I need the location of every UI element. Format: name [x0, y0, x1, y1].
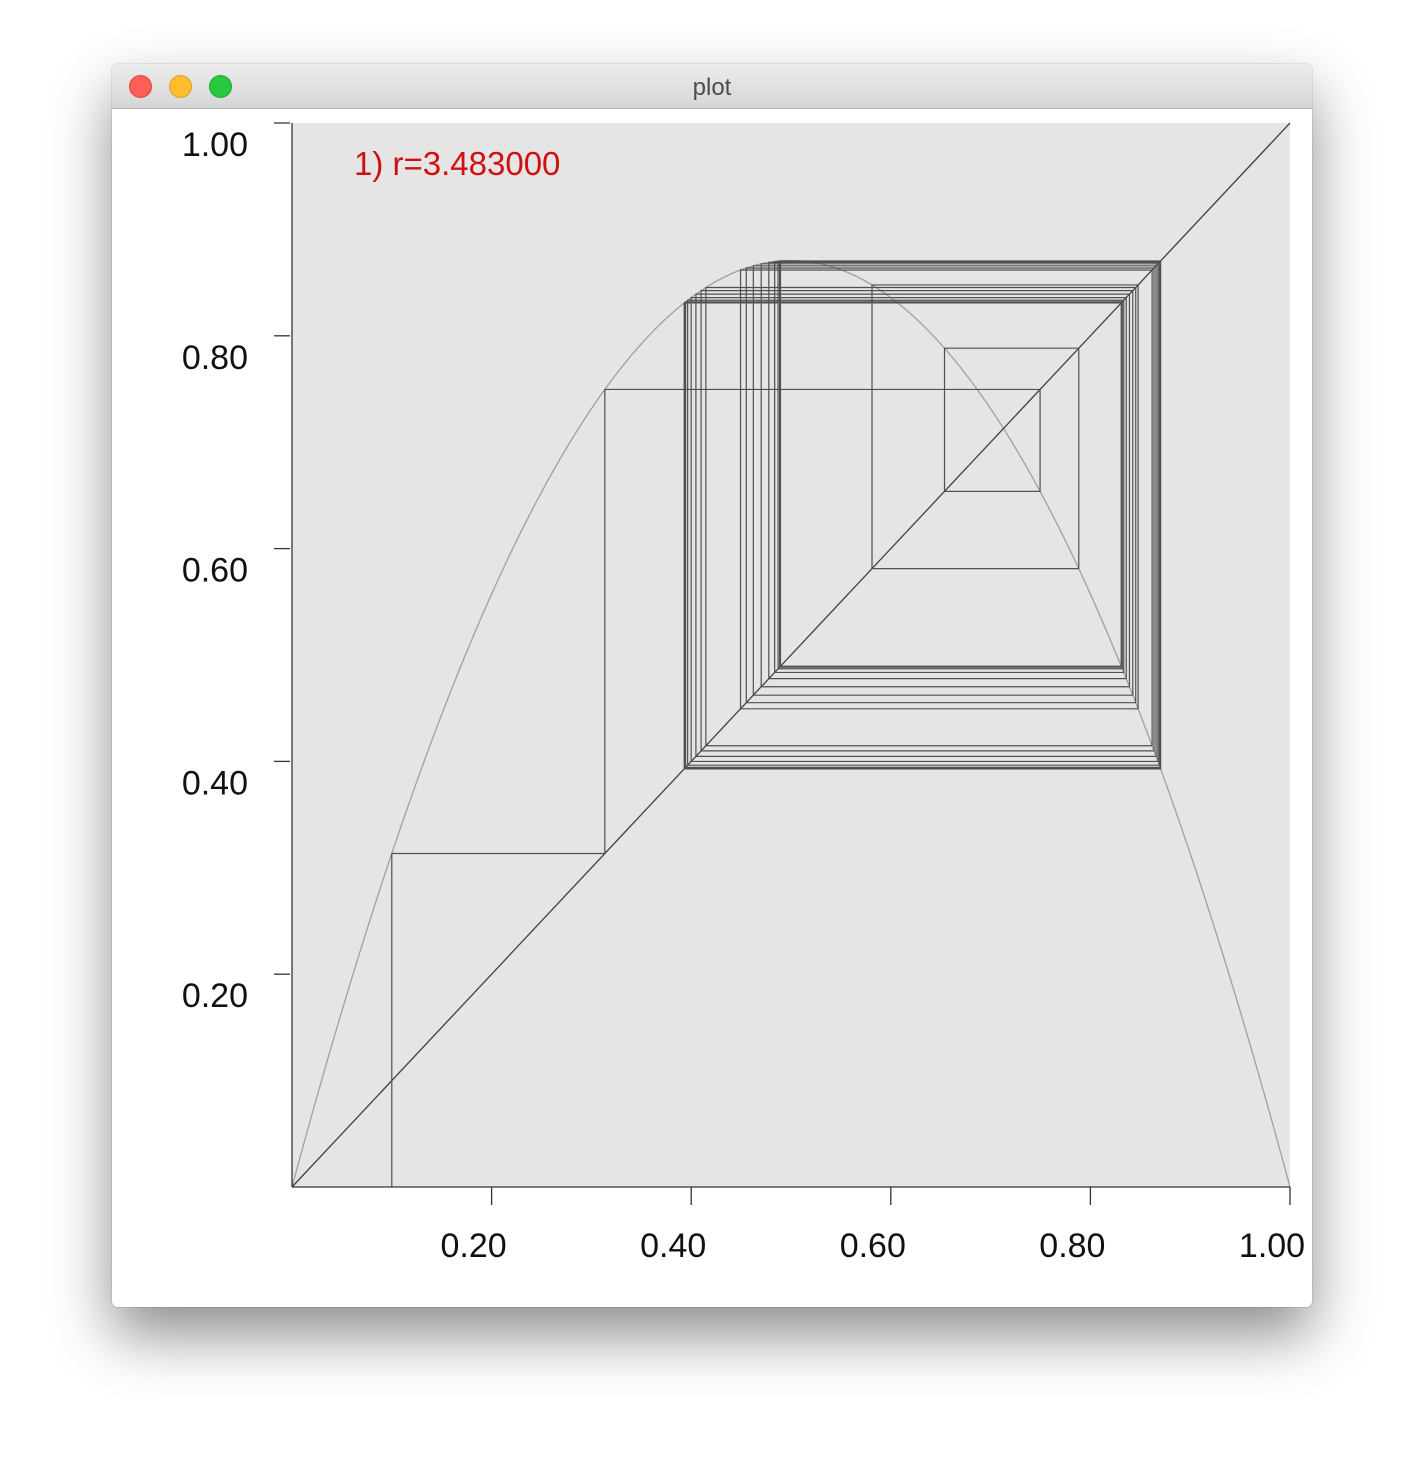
close-button[interactable]: [129, 75, 152, 98]
y-tick-label: 1.00: [182, 126, 248, 164]
x-tick-label: 0.80: [1039, 1227, 1105, 1265]
annotation-label: 1) r=3.483000: [354, 145, 560, 182]
x-tick-label: 1.00: [1239, 1227, 1305, 1265]
plot-window: plot 0.20 0.40 0.60 0.80 1.00 0.20 0.40 0.60 0.8…: [112, 64, 1312, 1307]
cobweb-chart: 0.20 0.40 0.60 0.80 1.00 0.20 0.40 0.60 0.80 1.00…: [182, 122, 1305, 1265]
minimize-button[interactable]: [169, 75, 192, 98]
window-title: plot: [692, 74, 732, 101]
x-tick-label: 0.20: [441, 1227, 507, 1265]
y-tick-label: 0.40: [182, 764, 248, 802]
title-bar[interactable]: plot: [112, 64, 1312, 109]
y-tick-label: 0.60: [182, 552, 248, 590]
zoom-button[interactable]: [209, 75, 232, 98]
y-tick-label: 0.80: [182, 339, 248, 377]
x-tick-label: 0.60: [840, 1227, 906, 1265]
cobweb-path: [391, 260, 1162, 1187]
plot-area: 0.20 0.40 0.60 0.80 1.00 0.20 0.40 0.60 0.80 1.00…: [112, 109, 1312, 1307]
x-tick-label: 0.40: [640, 1227, 706, 1265]
y-tick-label: 0.20: [182, 977, 248, 1015]
